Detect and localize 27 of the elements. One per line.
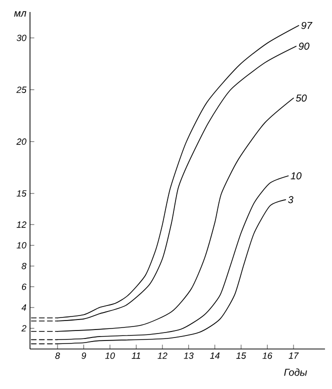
series-label: 50 [296,94,307,102]
x-tick-label: 10 [105,352,115,359]
series-label: 10 [290,172,302,180]
x-tick-label: 13 [184,352,194,359]
y-tick-label: 30 [16,34,26,42]
y-tick-label: 6 [22,284,26,290]
x-tick-label: 17 [288,352,299,359]
y-tick-label: 4 [22,304,26,311]
y-tick-label: 2 [21,325,26,332]
y-tick-label: 10 [16,242,26,248]
y-tick-label: 25 [16,86,26,93]
y-tick-label: 20 [16,138,26,145]
x-tick-label: 9 [82,352,86,359]
x-tick-label: 16 [262,352,272,359]
y-tick-label: 15 [16,190,26,197]
series-label: 90 [298,42,310,50]
x-tick-label: 11 [132,352,140,359]
y-tick-label: 12 [16,221,26,228]
series-label: 3 [288,196,294,204]
x-tick-label: 8 [55,352,60,359]
x-tick-label: 12 [158,352,168,359]
y-tick-label: 8 [22,262,26,270]
x-axis-title: Годы [284,368,307,376]
x-tick-label: 14 [210,352,220,359]
x-tick-label: 15 [236,352,246,359]
series-label: 97 [301,22,312,30]
y-axis-title: мл [14,11,26,17]
